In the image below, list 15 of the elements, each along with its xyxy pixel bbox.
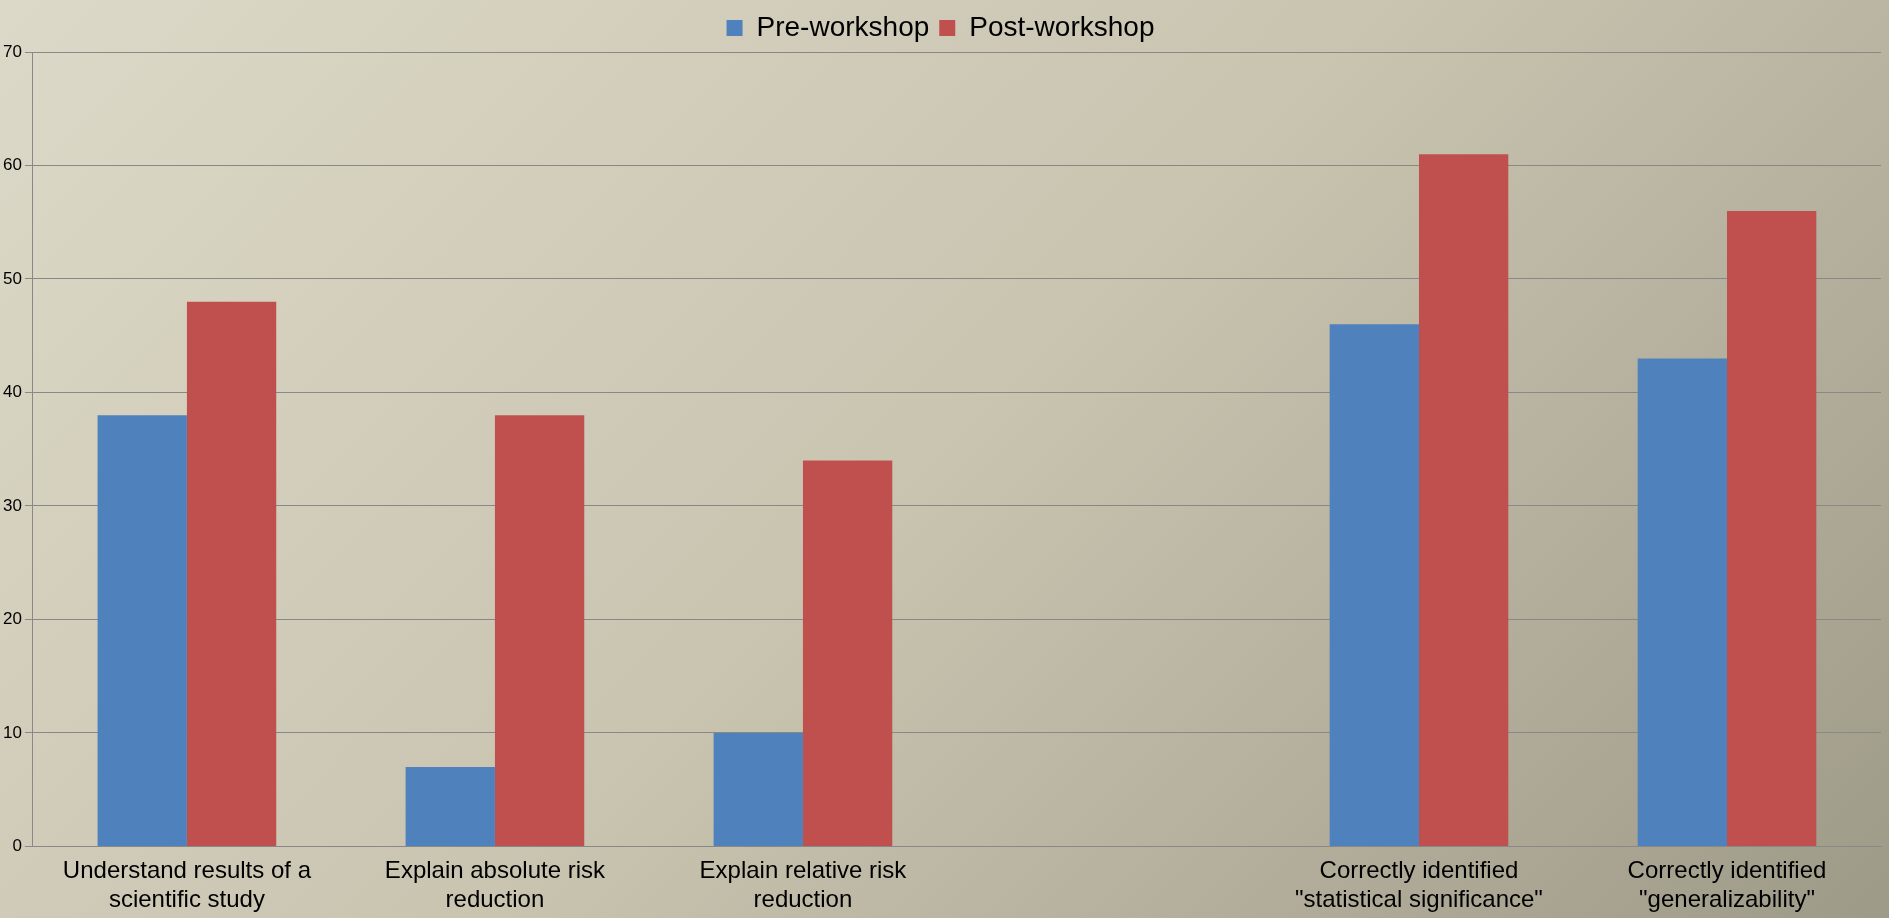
y-tick-label: 30 bbox=[2, 495, 22, 515]
y-tick-label: 40 bbox=[2, 382, 22, 402]
y-tick-label: 70 bbox=[2, 41, 22, 61]
y-tick-label: 10 bbox=[2, 722, 22, 742]
x-tick-label: Correctly identified "statistical significance" bbox=[1295, 856, 1543, 913]
legend-label: Post-workshop bbox=[969, 10, 1155, 42]
y-tick-label: 0 bbox=[12, 836, 22, 856]
x-tick-label: Correctly identified "generalizability" bbox=[1627, 856, 1827, 913]
y-tick-label: 60 bbox=[2, 155, 22, 175]
x-tick-label: Explain absolute risk reduction bbox=[384, 856, 606, 913]
legend-label: Pre-workshop bbox=[756, 10, 930, 42]
x-tick-label: Understand results of a scientific study bbox=[62, 856, 312, 913]
y-tick-label: 20 bbox=[2, 609, 22, 629]
x-tick-label: Explain relative risk reduction bbox=[699, 856, 908, 913]
y-tick-label: 50 bbox=[2, 268, 22, 288]
